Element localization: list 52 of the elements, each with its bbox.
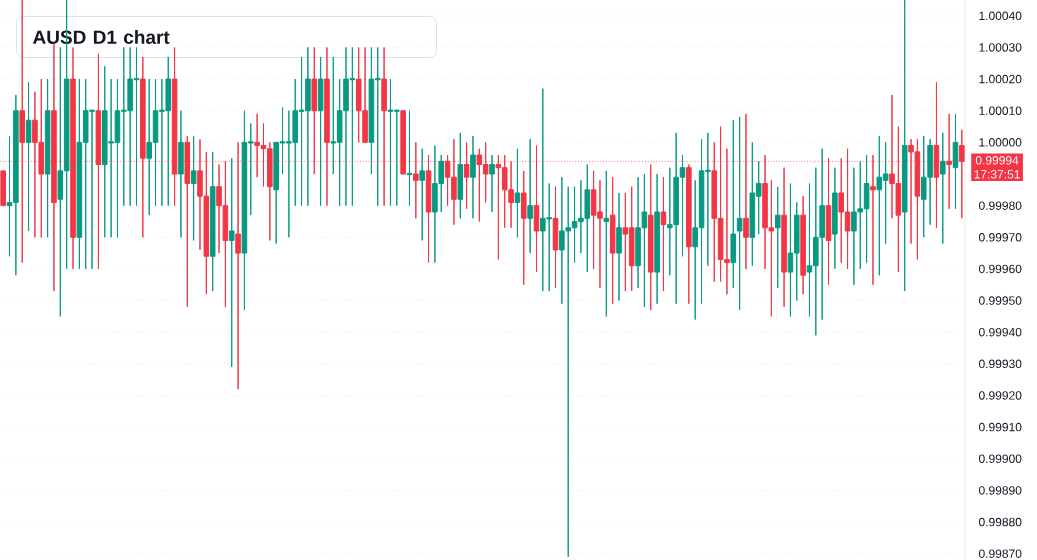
candlestick <box>406 110 413 207</box>
candlestick <box>520 170 527 286</box>
candlestick <box>952 113 959 210</box>
candlestick <box>527 138 533 254</box>
candlestick <box>209 151 216 292</box>
candlestick <box>686 164 692 305</box>
candlestick <box>228 157 235 368</box>
y-tick-label: 0.99920 <box>979 391 1022 400</box>
candlestick <box>736 116 743 311</box>
candlestick <box>901 0 908 292</box>
candlestick <box>647 164 654 311</box>
candlestick <box>781 167 787 308</box>
y-tick-label: 0.99930 <box>979 359 1022 369</box>
candlestick <box>419 148 425 241</box>
candlestick <box>457 132 464 219</box>
candlestick <box>609 176 616 305</box>
candlestick <box>616 192 622 302</box>
y-tick-label: 1.00000 <box>979 138 1022 147</box>
y-tick-label: 0.99900 <box>979 454 1022 464</box>
candlestick <box>25 81 32 232</box>
y-tick-label: 0.99970 <box>979 233 1022 242</box>
candlestick <box>800 195 806 295</box>
candlestick <box>470 135 476 219</box>
candlestick <box>654 173 660 305</box>
y-tick-label: 1.00040 <box>979 11 1022 21</box>
candlestick <box>178 110 184 238</box>
candlestick <box>44 78 51 238</box>
y-tick-label: 0.99940 <box>979 327 1022 337</box>
y-tick-label: 0.99870 <box>979 549 1022 558</box>
y-tick-label: 0.99890 <box>979 486 1022 495</box>
ref-line-label: 0.99994 <box>975 156 1019 165</box>
text: 17:37:51 <box>974 170 1020 179</box>
y-tick-label: 1.00030 <box>979 43 1022 52</box>
candlestick <box>660 176 667 292</box>
candlestick <box>0 170 6 207</box>
y-tick-label: 0.99960 <box>979 264 1022 274</box>
candlestick <box>603 170 610 317</box>
candlestick <box>552 186 559 289</box>
candlestick <box>489 154 495 213</box>
y-tick-label: 0.99980 <box>979 201 1022 210</box>
candlestick <box>832 167 838 270</box>
y-tick-label: 1.00010 <box>979 106 1022 115</box>
candlestick <box>730 119 737 289</box>
candlestick <box>774 186 781 289</box>
candlestick <box>317 56 324 207</box>
candlestick <box>514 148 521 238</box>
y-tick-label: 0.99880 <box>979 517 1022 527</box>
candlestick <box>940 132 946 245</box>
y-tick-label: 1.00020 <box>979 74 1022 84</box>
y-tick-label: 0.99910 <box>979 422 1022 432</box>
y-tick-label: 0.99950 <box>979 296 1022 305</box>
candlestick <box>190 135 197 241</box>
